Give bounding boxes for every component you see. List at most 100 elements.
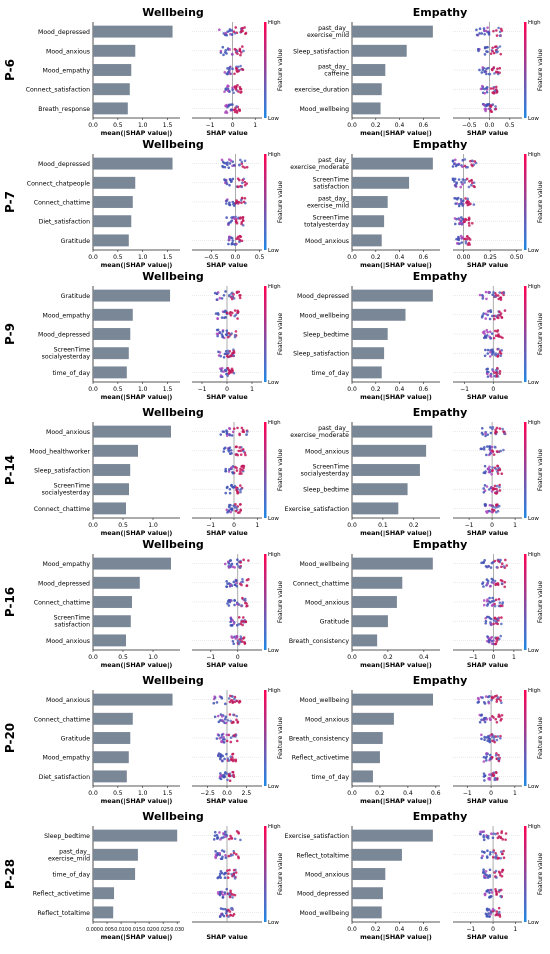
shap-point — [215, 298, 219, 301]
shap-tick-label: 0 — [231, 122, 235, 129]
shap-point — [486, 433, 490, 436]
shap-point — [463, 220, 466, 224]
bar — [352, 308, 406, 321]
shap-point — [464, 241, 468, 245]
shap-point — [486, 739, 489, 743]
shap-point — [487, 470, 491, 474]
shap-point — [492, 622, 495, 626]
bar — [352, 502, 399, 515]
shap-point — [227, 733, 231, 737]
bar — [93, 732, 131, 744]
shap-point — [493, 559, 497, 563]
shap-point — [485, 915, 489, 918]
shap-point — [216, 714, 220, 718]
shap-point — [484, 432, 487, 436]
shap-point — [482, 103, 486, 107]
shap-point — [499, 873, 502, 877]
shap-point — [505, 564, 509, 567]
shap-point — [234, 758, 238, 762]
shap-x-axis-label: SHAP value — [467, 797, 509, 805]
shap-point — [461, 217, 464, 221]
shap-point — [486, 66, 490, 70]
shap-point — [459, 185, 462, 189]
shap-point — [481, 68, 485, 72]
bar-x-axis-label: mean(|SHAP value|) — [360, 393, 432, 402]
shap-point — [483, 893, 487, 897]
bar — [93, 234, 129, 247]
shap-point — [465, 200, 469, 204]
shap-point — [488, 452, 492, 455]
shap-point — [226, 72, 229, 76]
bar — [93, 308, 133, 321]
shap-point — [231, 896, 234, 899]
shap-point — [235, 830, 239, 833]
shap-point — [496, 46, 499, 50]
bar — [352, 464, 420, 476]
colorbar-title: Feature value — [277, 853, 284, 895]
x-tick-label: 0.0 — [347, 122, 357, 129]
shap-point — [486, 467, 490, 470]
shap-tick-label: 2.5 — [242, 790, 252, 797]
shap-point — [222, 914, 226, 918]
shap-point — [485, 752, 489, 755]
bar — [93, 596, 132, 608]
shap-point — [224, 110, 228, 113]
shap-point — [457, 163, 460, 166]
feature-label: time_of_day — [52, 872, 90, 879]
shap-point — [219, 374, 223, 377]
shap-point — [231, 295, 234, 298]
shap-point — [235, 221, 239, 225]
shap-point — [498, 601, 502, 604]
bar — [93, 425, 171, 438]
shap-point — [218, 331, 222, 334]
shap-point — [500, 831, 503, 835]
shap-x-axis-label: SHAP value — [206, 933, 248, 941]
shap-point — [223, 830, 227, 834]
shap-point — [483, 559, 486, 562]
feature-label: Sleep_bedtime — [44, 833, 90, 840]
shap-point — [486, 330, 489, 334]
shap-point — [232, 91, 236, 95]
shap-point — [483, 603, 486, 607]
shap-point — [217, 350, 220, 354]
x-tick-label: 0.5 — [113, 122, 123, 129]
shap-point — [488, 868, 492, 872]
feature-label: Mood_depressed — [297, 293, 349, 300]
x-tick-label: 0.2 — [371, 122, 381, 129]
shap-point — [502, 849, 505, 853]
shap-point — [223, 871, 227, 875]
shap-point — [463, 158, 467, 161]
shap-point — [483, 354, 487, 358]
bar — [352, 693, 434, 706]
shap-point — [226, 349, 230, 353]
shap-point — [242, 49, 245, 53]
shap-point — [499, 52, 503, 56]
shap-point — [482, 490, 486, 494]
bar-x-axis-label: mean(|SHAP value|) — [360, 797, 432, 806]
shap-point — [494, 107, 498, 111]
shap-point — [471, 159, 474, 163]
shap-point — [494, 717, 498, 721]
x-tick-label: 0.0 — [88, 522, 98, 529]
feature-label: Connect_chattime — [34, 506, 90, 513]
shap-point — [237, 603, 241, 606]
shap-point — [492, 581, 495, 585]
participant-label: P-7 — [3, 191, 17, 213]
shap-point — [491, 469, 494, 473]
shap-point — [482, 760, 486, 763]
shap-point — [491, 314, 494, 318]
panel-wellbeing: Wellbeing Mood_depressed Mood_anxious Mood_… — [26, 6, 284, 138]
shap-point — [231, 853, 234, 857]
shap-point — [487, 640, 491, 644]
feature-label: Diet_satisfaction — [39, 219, 90, 226]
shap-point — [494, 506, 497, 509]
shap-point — [232, 868, 236, 872]
shap-point — [499, 734, 502, 738]
shap-point — [494, 503, 498, 507]
shap-point — [228, 68, 231, 71]
shap-point — [451, 165, 455, 168]
colorbar-title: Feature value — [537, 313, 544, 355]
shap-point — [481, 871, 485, 874]
x-tick-label: 0.0 — [347, 654, 357, 661]
feature-label: Sleep_satisfaction — [293, 351, 349, 358]
